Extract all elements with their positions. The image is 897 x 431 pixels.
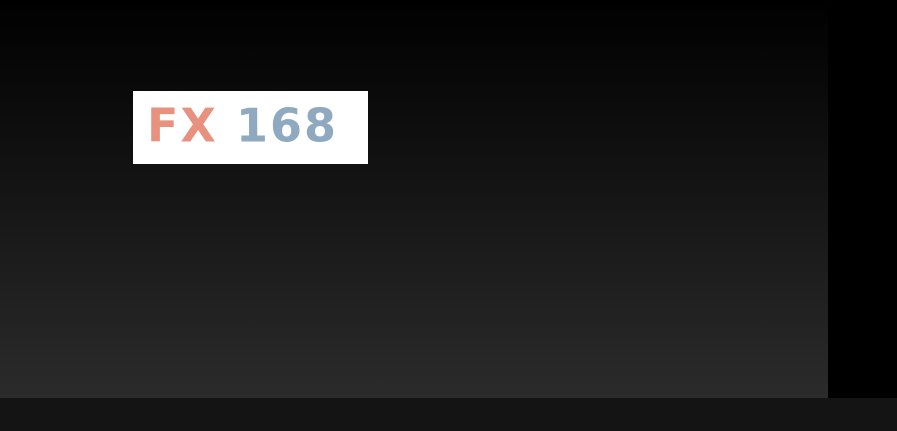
x-axis-band (0, 398, 897, 431)
logo-right: 168 (236, 99, 338, 153)
logo-left: FX (147, 99, 218, 153)
plot-background (0, 0, 828, 398)
y-axis-band (828, 0, 897, 398)
logo-box (133, 91, 368, 164)
